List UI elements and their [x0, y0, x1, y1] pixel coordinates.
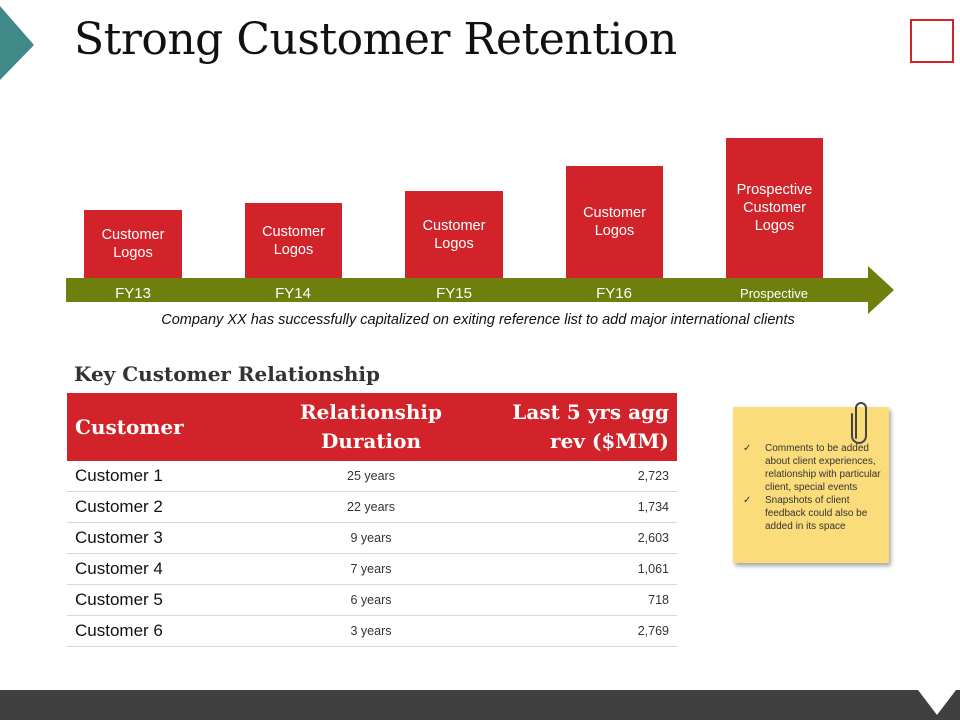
cell-customer: Customer 1	[67, 461, 253, 492]
cell-revenue: 2,603	[489, 522, 677, 554]
cell-duration: 3 years	[253, 615, 489, 647]
timeline-bar: Customer Logos	[405, 191, 503, 278]
table-row: Customer 5 6 years 718	[67, 584, 677, 616]
cell-customer: Customer 5	[67, 584, 253, 616]
slide-title: Strong Customer Retention	[74, 14, 677, 65]
table-row: Customer 2 22 years 1,734	[67, 491, 677, 523]
cell-customer: Customer 2	[67, 491, 253, 523]
cell-duration: 25 years	[253, 461, 489, 492]
table-row: Customer 4 7 years 1,061	[67, 553, 677, 585]
section-title: Key Customer Relationship	[74, 362, 380, 386]
column-header-customer: Customer	[67, 393, 253, 461]
sticky-note: ✓ Comments to be added about client expe…	[733, 407, 889, 563]
note-item: ✓ Comments to be added about client expe…	[743, 442, 885, 494]
column-header-duration: Relationship Duration	[253, 393, 489, 461]
cell-revenue: 1,061	[489, 553, 677, 585]
cell-revenue: 718	[489, 584, 677, 616]
note-item-text: Snapshots of client feedback could also …	[765, 495, 868, 532]
cell-revenue: 2,769	[489, 615, 677, 647]
cell-duration: 9 years	[253, 522, 489, 554]
square-outline-icon	[910, 19, 954, 63]
timeline-bar-label: Prospective Customer Logos	[736, 182, 813, 234]
note-list: ✓ Comments to be added about client expe…	[743, 442, 885, 533]
timeline-bar: Customer Logos	[566, 166, 663, 278]
note-item: ✓ Snapshots of client feedback could als…	[743, 494, 885, 533]
table-row: Customer 1 25 years 2,723	[67, 461, 677, 492]
cell-duration: 22 years	[253, 491, 489, 523]
right-arrow-icon	[66, 266, 894, 314]
down-arrow-notch-icon	[918, 690, 956, 715]
table-header-row: Customer Relationship Duration Last 5 yr…	[67, 393, 677, 461]
table-row: Customer 3 9 years 2,603	[67, 522, 677, 554]
timeline-bar: Prospective Customer Logos	[726, 138, 823, 278]
timeline-bar-label: Customer Logos	[422, 217, 486, 252]
cell-customer: Customer 6	[67, 615, 253, 647]
cell-duration: 7 years	[253, 553, 489, 585]
cell-duration: 6 years	[253, 584, 489, 616]
timeline-year-label: FY13	[115, 285, 151, 302]
timeline-bar-label: Customer Logos	[262, 223, 325, 258]
timeline-year-label: FY14	[275, 285, 311, 302]
paperclip-icon	[851, 402, 867, 444]
cell-revenue: 1,734	[489, 491, 677, 523]
retention-timeline: Customer Logos Customer Logos Customer L…	[0, 0, 960, 340]
timeline-bar: Customer Logos	[245, 203, 342, 278]
check-icon: ✓	[743, 443, 752, 454]
timeline-year-label: FY15	[436, 285, 472, 302]
customer-relationship-table: Customer Relationship Duration Last 5 yr…	[67, 393, 677, 647]
timeline-year-label: FY16	[596, 285, 632, 302]
column-header-revenue: Last 5 yrs agg rev ($MM)	[489, 393, 677, 461]
cell-revenue: 2,723	[489, 461, 677, 492]
check-icon: ✓	[743, 495, 752, 506]
table-row: Customer 6 3 years 2,769	[67, 615, 677, 647]
corner-triangle-icon	[0, 6, 34, 80]
cell-customer: Customer 3	[67, 522, 253, 554]
timeline-bar-label: Customer Logos	[101, 227, 165, 261]
note-item-text: Comments to be added about client experi…	[765, 443, 881, 493]
timeline-caption: Company XX has successfully capitalized …	[161, 312, 795, 328]
timeline-year-label: Prospective	[740, 286, 808, 301]
timeline-bar-label: Customer Logos	[583, 205, 646, 239]
footer-bar	[0, 690, 960, 720]
timeline-bar: Customer Logos	[84, 210, 182, 278]
cell-customer: Customer 4	[67, 553, 253, 585]
